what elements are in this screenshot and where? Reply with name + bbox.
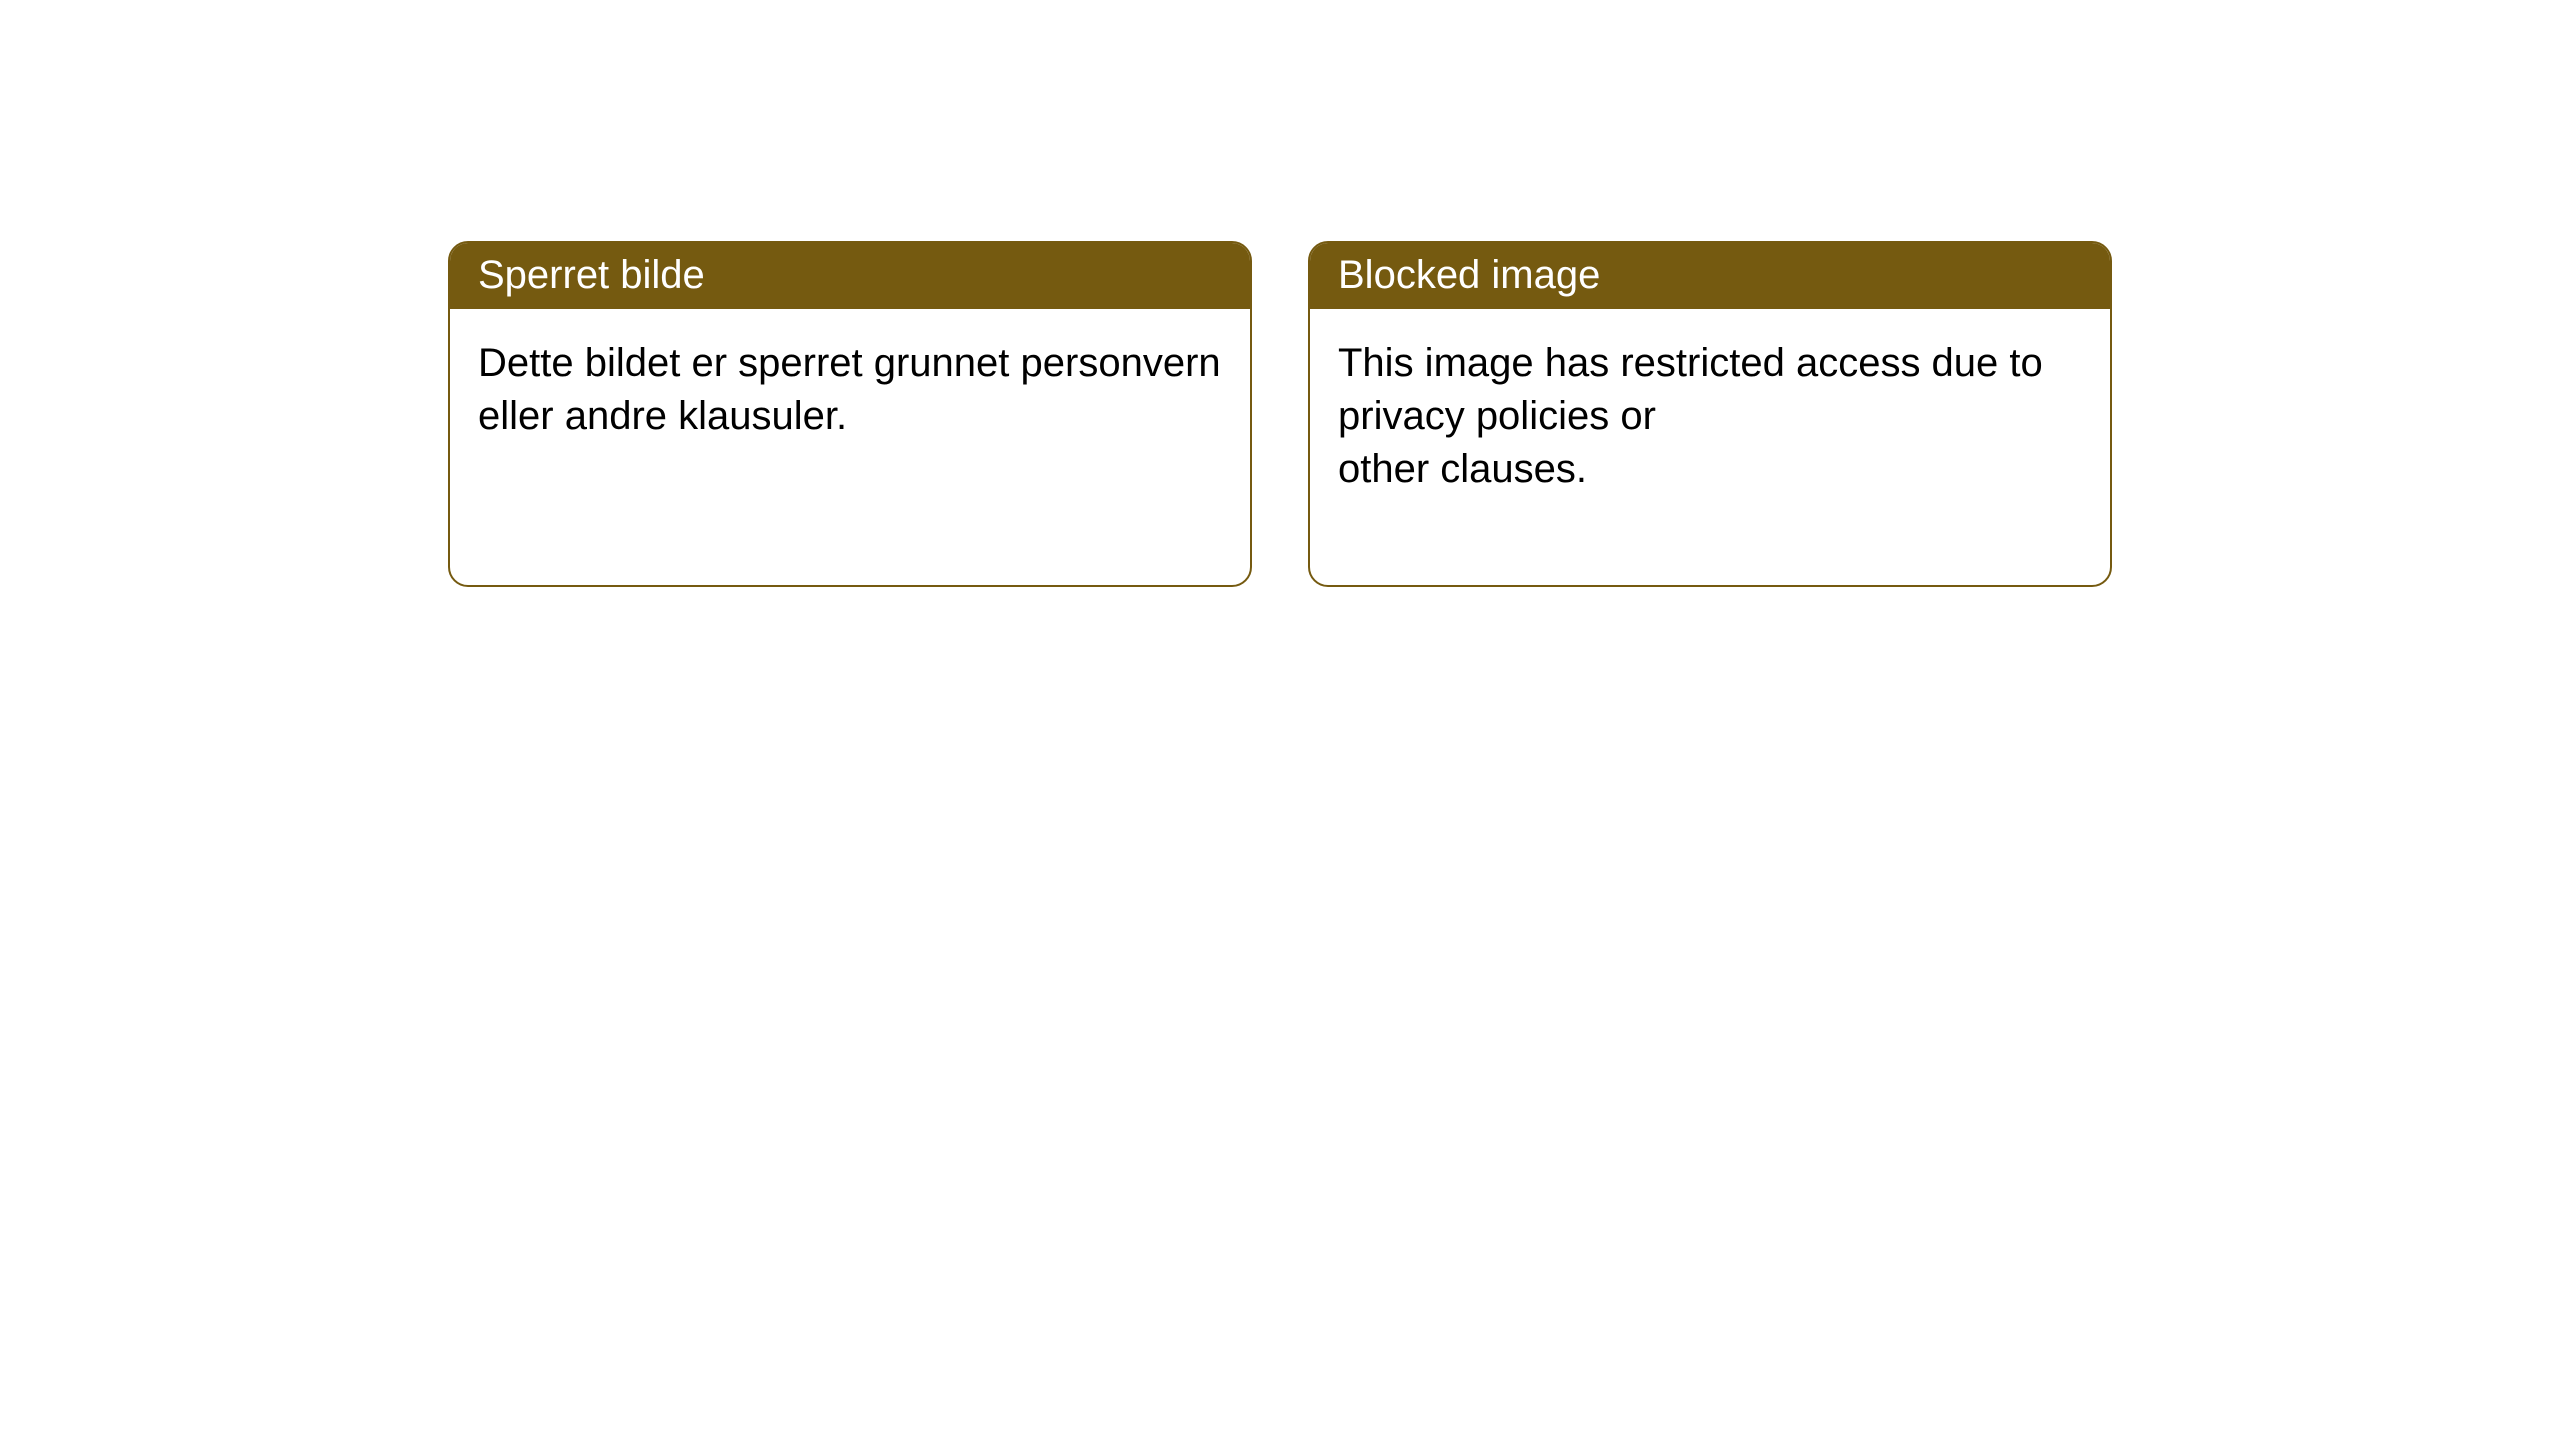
card-body-en: This image has restricted access due to … [1310,309,2110,585]
card-header-en: Blocked image [1310,243,2110,309]
card-body-no: Dette bildet er sperret grunnet personve… [450,309,1250,533]
blocked-image-card-no: Sperret bilde Dette bildet er sperret gr… [448,241,1252,587]
blocked-image-card-en: Blocked image This image has restricted … [1308,241,2112,587]
card-header-no: Sperret bilde [450,243,1250,309]
notice-container: Sperret bilde Dette bildet er sperret gr… [0,0,2560,587]
